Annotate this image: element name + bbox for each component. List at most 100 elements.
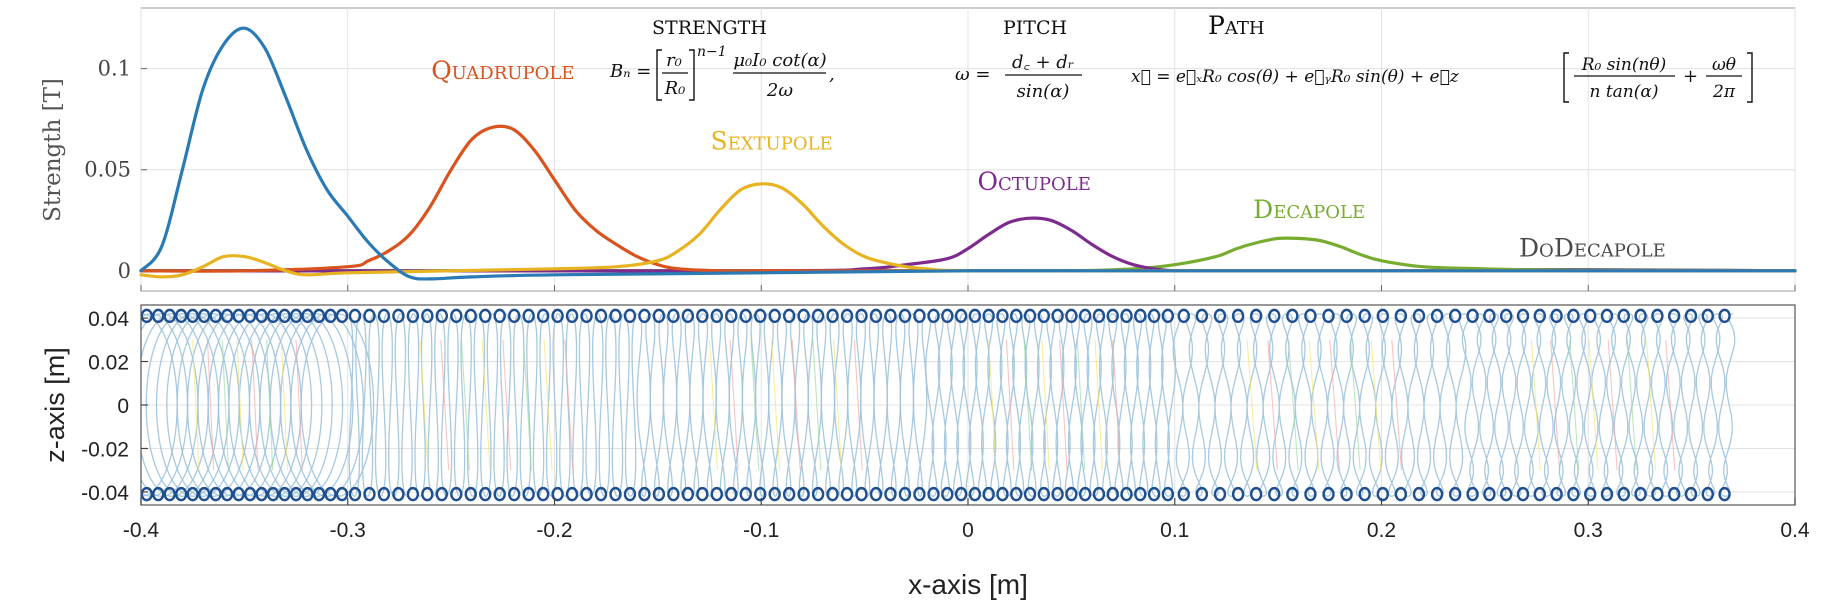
winding-end-loop [1340, 486, 1353, 502]
winding-core-strand [988, 339, 997, 471]
winding-end-loop [1213, 486, 1227, 502]
winding-end-loop [996, 486, 1009, 502]
winding-core-strand [460, 339, 470, 471]
winding-end-loop [243, 486, 257, 502]
winding-end-loop [1533, 486, 1546, 502]
winding-core-strand [1023, 339, 1033, 471]
winding-end-loop [1065, 486, 1078, 502]
winding-end-loop [1499, 486, 1513, 502]
winding-end-loop [243, 308, 257, 324]
winding-end-loop [1550, 486, 1563, 502]
winding-end-loop [1177, 308, 1190, 324]
strength-eq-bracket-den: R₀ [664, 78, 686, 99]
winding-strand [1317, 313, 1338, 497]
winding-end-loop [406, 486, 420, 502]
winding-strand [145, 313, 220, 497]
winding-end-loop [623, 486, 637, 502]
winding-core-strand [1112, 339, 1121, 471]
winding-end-loop [898, 308, 912, 324]
winding-end-loop [209, 486, 222, 502]
winding-end-loop [392, 308, 405, 324]
winding-end-loop [855, 486, 868, 502]
label-quadrupole: Quadrupole [431, 56, 574, 85]
winding-end-loop [197, 308, 211, 324]
winding-end-loop [421, 308, 434, 324]
winding-strand [505, 313, 520, 498]
coil-windings [141, 308, 1736, 502]
winding-end-loop [289, 486, 303, 502]
winding-end-loop [1583, 308, 1597, 324]
winding-strand [1188, 313, 1210, 497]
winding-strand [768, 313, 783, 498]
winding-end-loop [652, 308, 666, 324]
winding-end-loop [1213, 308, 1227, 324]
winding-core-strand [1329, 339, 1341, 471]
winding-end-loop [1466, 486, 1479, 502]
winding-end-loop [266, 308, 280, 324]
winding-end-loop [435, 308, 449, 324]
winding-end-loop [1177, 486, 1190, 502]
winding-end-loop [710, 486, 723, 502]
winding-end-loop [1394, 486, 1408, 502]
pitch-eq-lhs: ω = [955, 64, 990, 85]
winding-strand [1301, 313, 1322, 497]
winding-end-loop [1651, 486, 1664, 502]
winding-core-strand [522, 339, 532, 471]
winding-end-loop [913, 308, 926, 324]
winding-end-loop [1120, 308, 1133, 324]
winding-end-loop [954, 308, 968, 324]
winding-end-loop [522, 308, 535, 324]
winding-strand [373, 313, 388, 498]
winding-end-loop [1023, 308, 1037, 324]
winding-strand [426, 313, 441, 498]
winding-end-loop [594, 486, 608, 502]
winding-end-loop [1634, 308, 1647, 324]
winding-strand [1596, 313, 1617, 497]
winding-end-loop [197, 486, 211, 502]
winding-strand [662, 313, 678, 498]
path-eq-frac1-num: R₀ sin(nθ) [1581, 55, 1667, 75]
winding-end-loop [652, 486, 666, 502]
winding-end-loop [1358, 308, 1371, 324]
winding-strand [1640, 313, 1661, 497]
winding-end-loop [301, 486, 314, 502]
winding-core [709, 339, 863, 471]
label-octupole: Octupole [977, 167, 1090, 196]
winding-strand [833, 313, 849, 498]
winding-strand [1111, 313, 1127, 497]
winding-strand [1036, 313, 1053, 497]
winding-end-loop [638, 486, 651, 502]
coil-ytick-label-1: 0.02 [88, 352, 129, 375]
winding-end-loop [754, 308, 767, 324]
winding-end-loop [551, 486, 564, 502]
winding-strand [987, 313, 1003, 497]
winding-strand [807, 313, 823, 498]
winding-strand [886, 313, 902, 498]
winding-end-loop [1483, 486, 1496, 502]
winding-end-loop [232, 486, 245, 502]
winding-end-loop [638, 308, 651, 324]
winding-end-loop [363, 486, 376, 502]
winding-core-strand [543, 339, 553, 471]
pitch-title: PITCH [1003, 17, 1067, 39]
winding-end-loop [782, 486, 796, 502]
winding-core-strand [729, 339, 739, 471]
winding-strand [649, 313, 665, 498]
winding-end-loop [927, 308, 940, 324]
winding-strand [1333, 313, 1354, 497]
winding-end-loop [152, 486, 165, 502]
winding-strand [1506, 313, 1527, 497]
winding-end-loop [536, 308, 550, 324]
strength-title: STRENGTH [652, 17, 767, 39]
winding-strand [623, 313, 638, 498]
strength-eq-comma: , [829, 64, 835, 85]
winding-core [419, 339, 574, 471]
winding-end-loop [739, 486, 752, 502]
winding-end-loop [377, 308, 391, 324]
winding-end-loop [266, 486, 280, 502]
winding-end-loop [1430, 308, 1444, 324]
winding-core-strand [1569, 339, 1580, 471]
winding-end-loop [968, 308, 982, 324]
label-decapole: Decapole [1253, 195, 1365, 224]
winding-end-loop [1600, 308, 1614, 324]
